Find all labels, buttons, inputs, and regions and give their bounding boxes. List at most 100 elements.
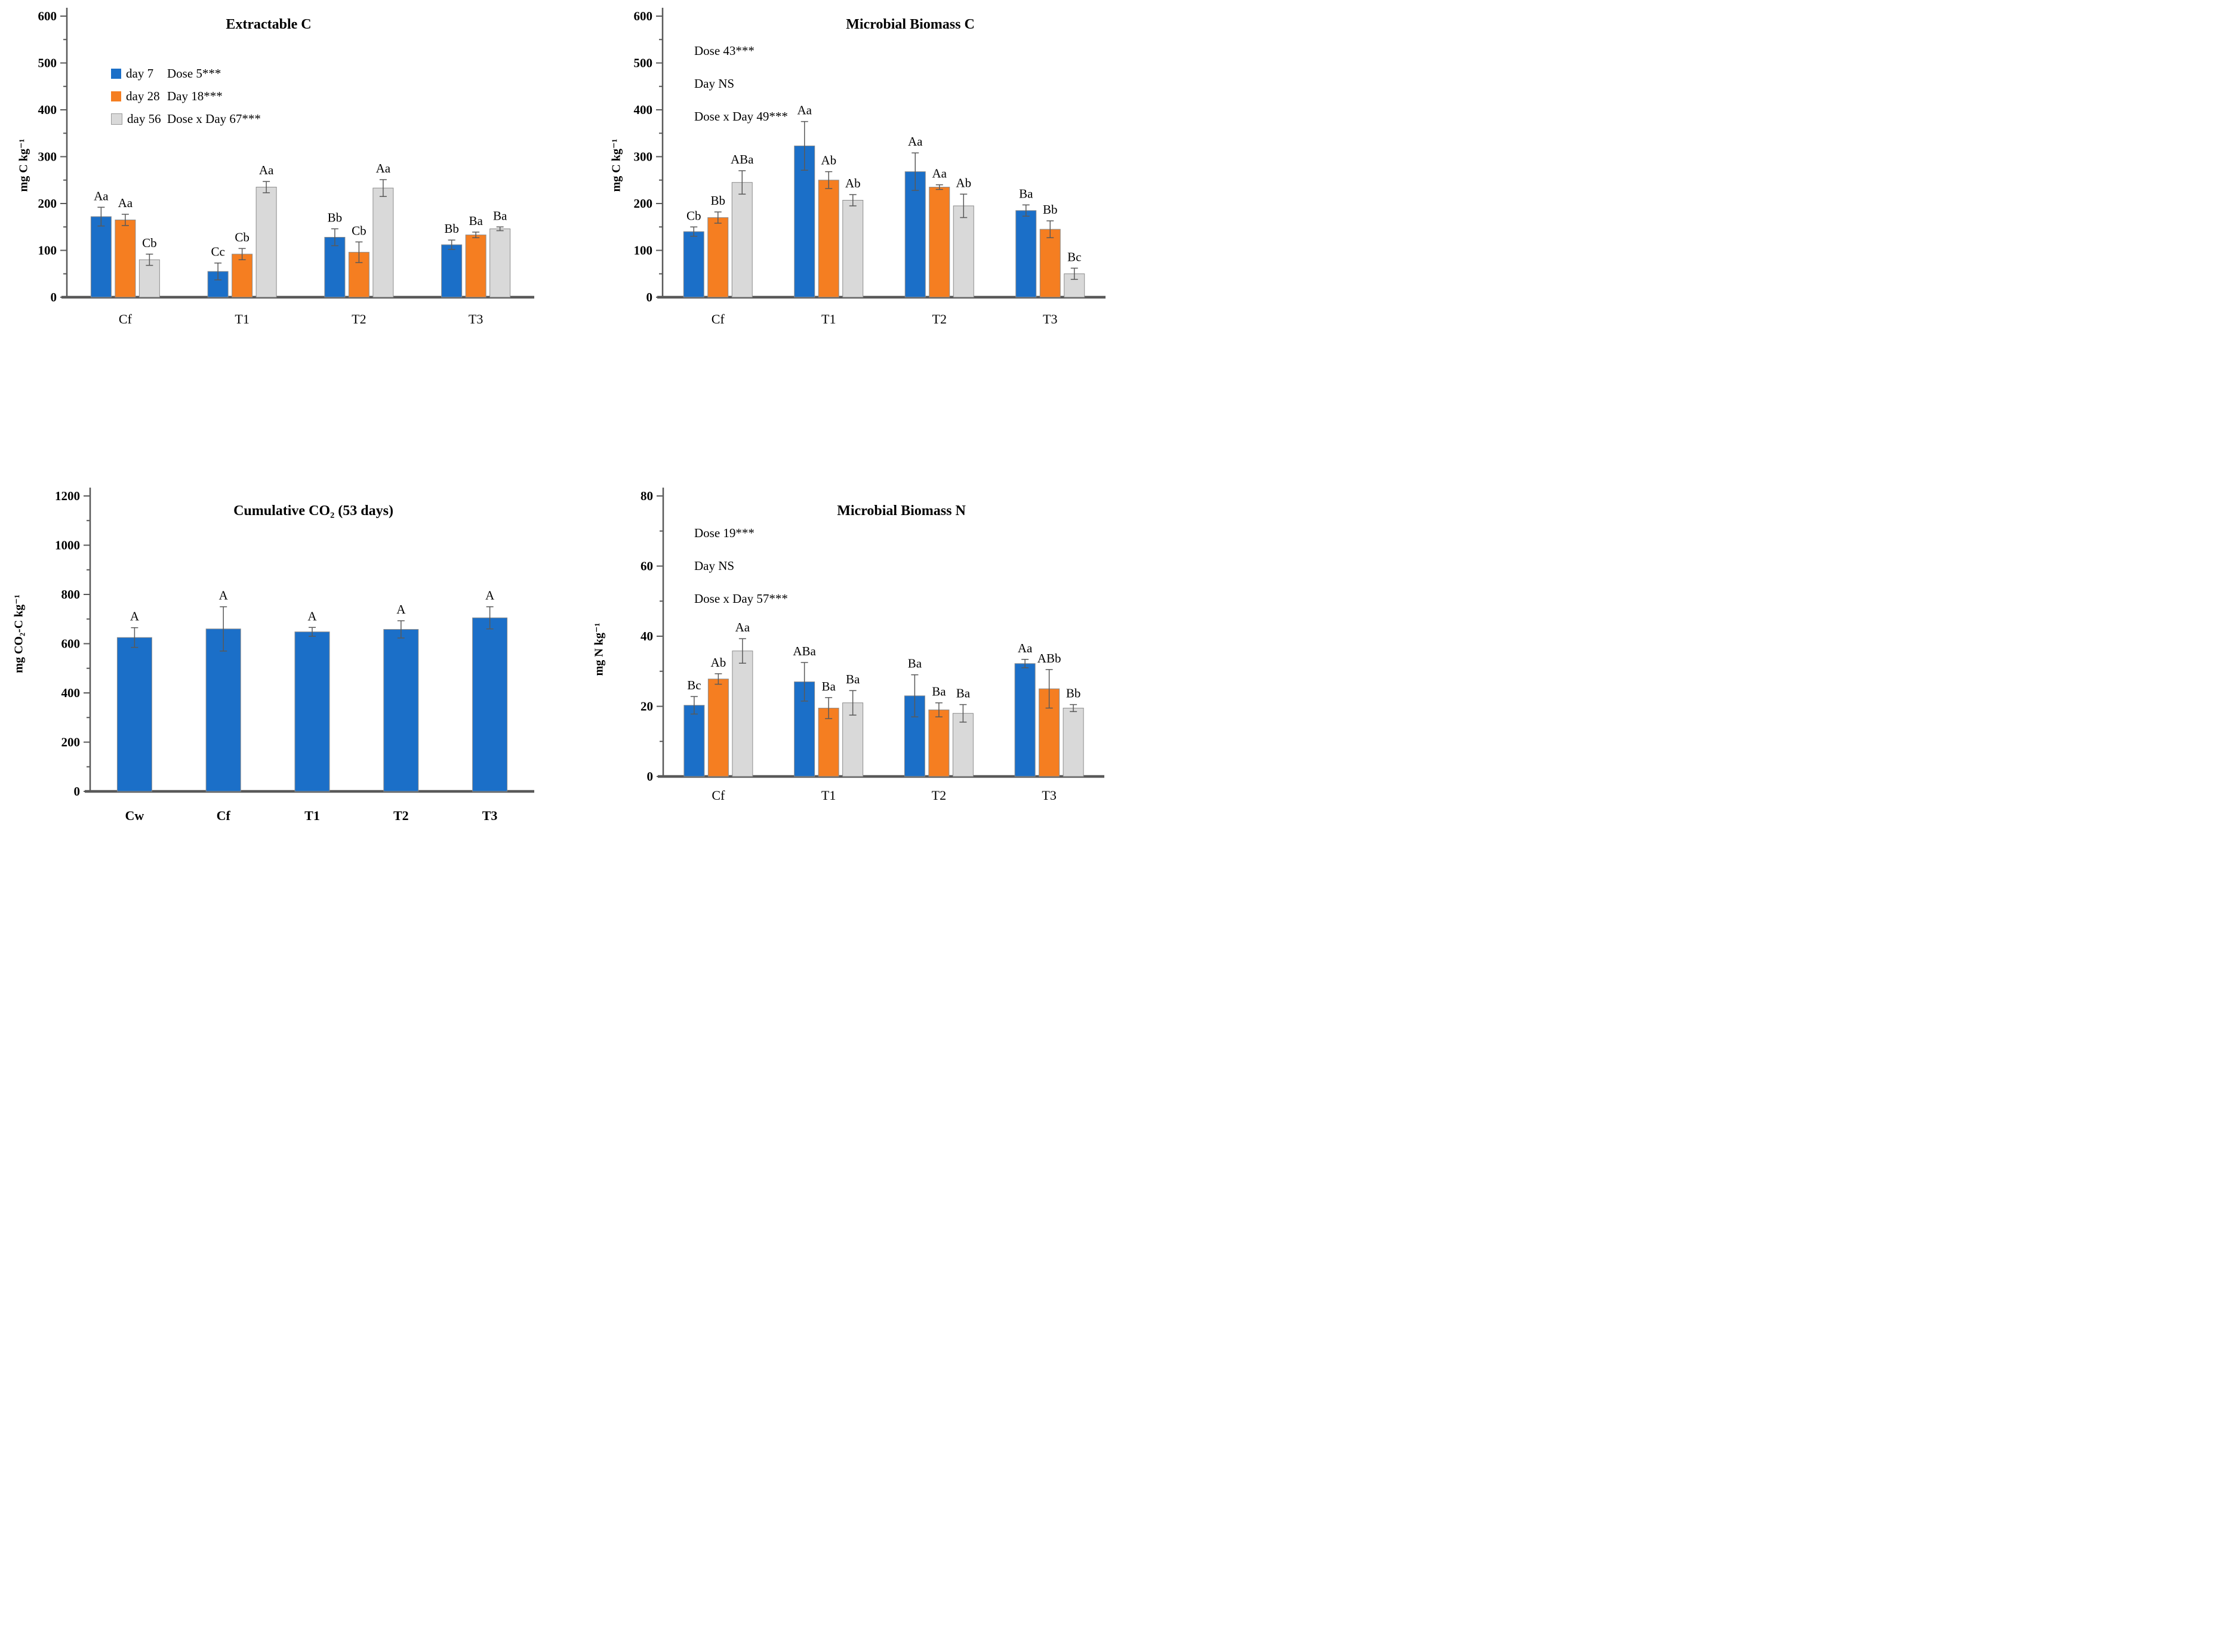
y-tick-label: 0 (51, 290, 57, 304)
significance-letter: Aa (259, 163, 274, 177)
y-tick-label: 500 (634, 56, 653, 70)
legend-item-day28: day 28 (111, 85, 161, 107)
x-category-label: T2 (393, 808, 409, 823)
significance-letter: Ba (908, 657, 922, 671)
bar (1063, 707, 1084, 777)
x-category-label: Cf (119, 312, 133, 326)
y-tick-label: 200 (634, 196, 653, 211)
bar (232, 254, 253, 298)
significance-letter: ABb (1037, 651, 1061, 665)
bar (441, 244, 463, 298)
significance-letter: Aa (94, 189, 109, 203)
bar (818, 707, 839, 777)
legend-swatch-day56-icon (111, 113, 122, 125)
x-category-label: Cf (217, 808, 231, 823)
x-category-label: T2 (932, 312, 947, 326)
figure-page: 0 100 200 300 400 500 600 Cf Aa Aa Cb T1 Cc Cb Aa T2 Bb C… (0, 0, 1108, 826)
bar (707, 217, 729, 298)
bar (952, 713, 974, 777)
significance-letter: Ba (956, 686, 971, 701)
significance-letter: Ba (821, 679, 836, 694)
bar (731, 182, 753, 298)
x-category-label: T1 (304, 808, 320, 823)
y-tick-label: 800 (61, 587, 81, 602)
y-tick-label: 20 (641, 699, 653, 714)
legend-label-day7: day 7 (126, 66, 154, 81)
legend: day 7 day 28 day 56 (111, 62, 161, 130)
y-tick-label: 60 (641, 559, 653, 574)
significance-letter: Ba (1019, 186, 1033, 201)
significance-letter: Bb (1066, 686, 1081, 701)
y-tick-label: 400 (61, 686, 81, 700)
significance-letter: Aa (735, 620, 750, 634)
stat-line: Dose x Day 57*** (694, 591, 788, 606)
significance-letter: Bb (710, 193, 725, 208)
y-tick-label: 0 (74, 784, 81, 799)
stat-line: Dose 43*** (694, 44, 755, 58)
y-axis-label-microbial-biomass-c: mg C kg⁻¹ (609, 138, 623, 192)
bar (115, 219, 136, 298)
significance-letter: A (485, 588, 495, 603)
significance-letter: A (307, 609, 317, 623)
significance-letter: Cb (142, 236, 157, 250)
x-category-label: T1 (821, 788, 836, 803)
bar (383, 629, 419, 792)
bar (928, 709, 950, 777)
x-category-label: Cw (125, 808, 144, 823)
legend-label-day28: day 28 (126, 88, 160, 103)
legend-item-day7: day 7 (111, 62, 161, 85)
x-category-label: T3 (469, 312, 483, 326)
significance-letter: Aa (908, 134, 923, 149)
bar (255, 187, 277, 298)
x-category-label: T1 (821, 312, 836, 326)
significance-letter: A (130, 609, 140, 624)
legend-swatch-day28-icon (111, 91, 121, 101)
bar (294, 631, 330, 792)
anova-stats-microbial-biomass-n: Dose 19*** Day NS Dose x Day 57*** (694, 517, 788, 615)
anova-stats-extractable-c: Dose 5*** Day 18*** Dose x Day 67*** (167, 62, 261, 130)
stat-line: Dose x Day 49*** (694, 109, 788, 124)
legend-item-day56: day 56 (111, 107, 161, 130)
significance-letter: Ba (846, 672, 860, 686)
bar (904, 171, 926, 298)
significance-letter: Aa (932, 167, 947, 181)
bar (732, 651, 753, 777)
significance-letter: A (396, 602, 406, 617)
y-tick-label: 300 (634, 150, 653, 164)
stat-line: Day NS (694, 76, 735, 91)
bar (1015, 210, 1037, 298)
bar (1014, 663, 1036, 777)
anova-stats-microbial-biomass-c: Dose 43*** Day NS Dose x Day 49*** (694, 35, 788, 133)
y-tick-label: 400 (38, 103, 57, 117)
legend-label-day56: day 56 (127, 111, 161, 126)
y-tick-label: 600 (38, 9, 57, 23)
significance-letter: Aa (797, 103, 812, 118)
y-tick-label: 200 (61, 735, 81, 750)
stat-line: Dose x Day 67*** (167, 112, 261, 126)
y-tick-label: 500 (38, 56, 57, 70)
y-tick-label: 0 (646, 290, 653, 304)
stat-line: Day NS (694, 559, 735, 573)
significance-letter: Cb (352, 223, 367, 238)
significance-letter: Bc (1067, 249, 1081, 264)
stat-line: Day 18*** (167, 89, 223, 103)
legend-swatch-day7-icon (111, 68, 121, 79)
bar (205, 628, 241, 792)
significance-letter: Aa (118, 196, 133, 210)
significance-letter: Aa (376, 161, 391, 175)
bar (90, 216, 112, 298)
y-tick-label: 100 (634, 244, 653, 258)
significance-letter: Ba (493, 208, 507, 223)
bar (489, 228, 511, 298)
bar (372, 187, 394, 298)
y-tick-label: 600 (61, 637, 81, 651)
y-tick-label: 0 (647, 769, 654, 784)
significance-letter: ABa (731, 152, 754, 167)
y-tick-label: 300 (38, 150, 57, 164)
chart-title-microbial-biomass-n: Microbial Biomass N (837, 503, 966, 519)
bar (842, 200, 864, 298)
x-category-label: Cf (712, 312, 725, 326)
significance-letter: ABa (793, 644, 816, 658)
bar (472, 617, 508, 792)
